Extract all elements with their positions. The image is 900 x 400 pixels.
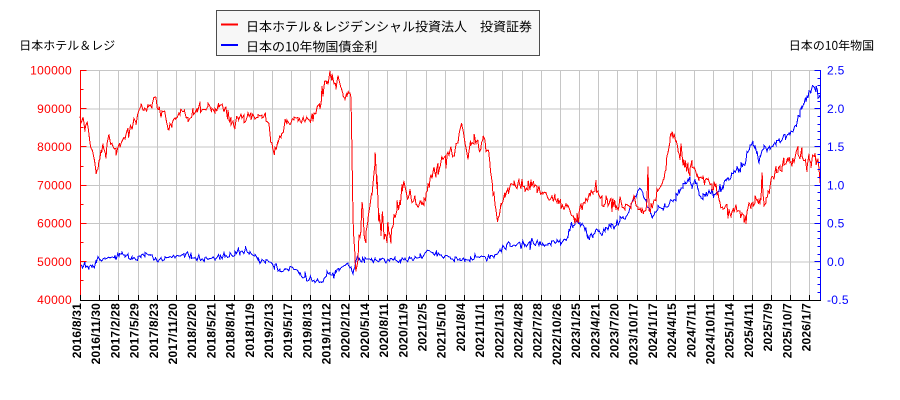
svg-text:1.5: 1.5 <box>827 140 845 154</box>
svg-text:2025/4/11: 2025/4/11 <box>742 303 756 358</box>
svg-text:2024/10/11: 2024/10/11 <box>704 303 718 365</box>
svg-text:2.5: 2.5 <box>827 64 845 78</box>
svg-text:100000: 100000 <box>30 64 72 78</box>
svg-text:2023/7/20: 2023/7/20 <box>608 303 622 358</box>
svg-text:2022/7/28: 2022/7/28 <box>531 303 545 358</box>
svg-text:2023/1/25: 2023/1/25 <box>569 303 583 358</box>
svg-text:2019/11/12: 2019/11/12 <box>320 303 334 365</box>
svg-text:70000: 70000 <box>37 178 72 192</box>
svg-text:50000: 50000 <box>37 255 72 269</box>
svg-text:2019/5/17: 2019/5/17 <box>281 303 295 358</box>
svg-text:2016/8/31: 2016/8/31 <box>70 303 84 358</box>
svg-text:2026/1/7: 2026/1/7 <box>799 303 813 351</box>
svg-text:2021/5/10: 2021/5/10 <box>435 303 449 358</box>
svg-text:2020/2/12: 2020/2/12 <box>339 303 353 358</box>
svg-text:2017/2/28: 2017/2/28 <box>108 303 122 358</box>
svg-text:2017/8/23: 2017/8/23 <box>147 303 161 358</box>
svg-text:2019/8/13: 2019/8/13 <box>300 303 314 358</box>
svg-text:90000: 90000 <box>37 102 72 116</box>
svg-text:80000: 80000 <box>37 140 72 154</box>
svg-text:2017/11/20: 2017/11/20 <box>166 303 180 365</box>
svg-text:2021/2/5: 2021/2/5 <box>416 303 430 351</box>
svg-text:2018/5/21: 2018/5/21 <box>204 303 218 358</box>
svg-text:2020/8/11: 2020/8/11 <box>377 303 391 358</box>
svg-text:2018/11/9: 2018/11/9 <box>243 303 257 358</box>
svg-text:60000: 60000 <box>37 217 72 231</box>
svg-text:1.0: 1.0 <box>827 178 845 192</box>
svg-text:2022/1/31: 2022/1/31 <box>492 303 506 358</box>
svg-text:2022/4/28: 2022/4/28 <box>512 303 526 358</box>
svg-text:0.0: 0.0 <box>827 255 845 269</box>
svg-text:2017/5/29: 2017/5/29 <box>128 303 142 358</box>
svg-text:2025/1/14: 2025/1/14 <box>723 303 737 358</box>
svg-text:2023/10/17: 2023/10/17 <box>627 303 641 365</box>
svg-text:2020/5/14: 2020/5/14 <box>358 303 372 358</box>
svg-text:2019/2/13: 2019/2/13 <box>262 303 276 358</box>
svg-text:-0.5: -0.5 <box>827 293 849 307</box>
svg-text:2025/10/7: 2025/10/7 <box>780 303 794 358</box>
svg-text:2025/7/9: 2025/7/9 <box>761 303 775 351</box>
svg-text:2018/2/20: 2018/2/20 <box>185 303 199 358</box>
svg-text:0.5: 0.5 <box>827 217 845 231</box>
svg-text:2020/11/9: 2020/11/9 <box>396 303 410 358</box>
svg-text:2018/8/14: 2018/8/14 <box>224 303 238 358</box>
svg-text:2021/8/4: 2021/8/4 <box>454 303 468 351</box>
svg-text:2022/10/26: 2022/10/26 <box>550 303 564 365</box>
svg-text:40000: 40000 <box>37 293 72 307</box>
svg-text:2023/4/21: 2023/4/21 <box>588 303 602 358</box>
svg-text:2024/1/17: 2024/1/17 <box>646 303 660 358</box>
svg-text:2021/11/1: 2021/11/1 <box>473 303 487 358</box>
svg-text:2024/7/11: 2024/7/11 <box>684 303 698 358</box>
svg-text:2.0: 2.0 <box>827 102 845 116</box>
svg-text:2016/11/30: 2016/11/30 <box>89 303 103 365</box>
svg-text:2024/4/15: 2024/4/15 <box>665 303 679 358</box>
